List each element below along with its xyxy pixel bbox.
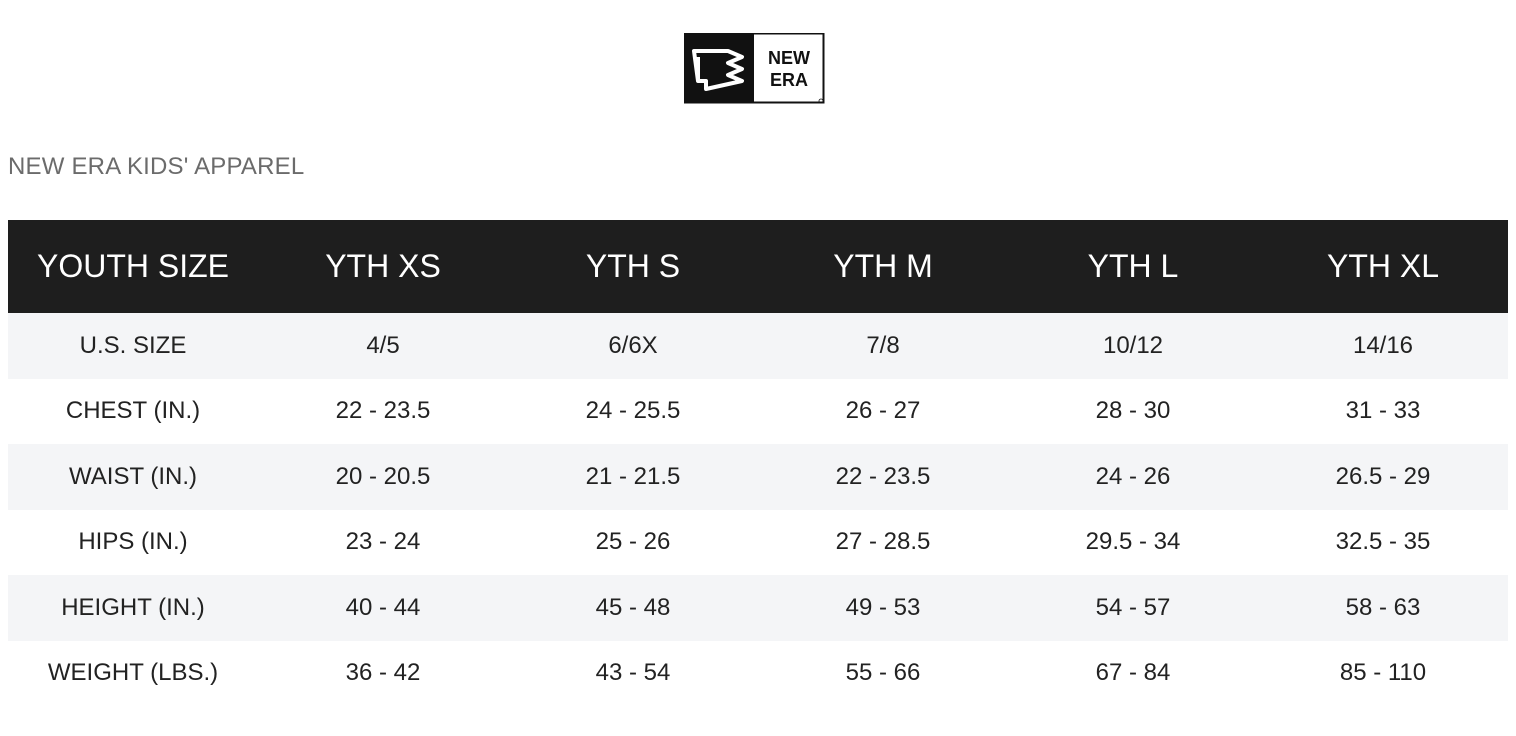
new-era-logo: NEW ERA [684,33,826,105]
table-row: HIPS (IN.) 23 - 24 25 - 26 27 - 28.5 29.… [8,509,1508,575]
header-youth-size: YOUTH SIZE [36,248,229,284]
table-cell: 26 - 27 [845,397,921,425]
table-cell: 23 - 24 [345,528,421,556]
header-yth-xs: YTH XS [325,248,441,284]
size-chart-table: YOUTH SIZE YTH XS YTH S YTH M YTH L YTH … [8,220,1508,706]
header-yth-xl: YTH XL [1326,248,1440,284]
table-cell: 43 - 54 [595,659,671,687]
table-cell: 45 - 48 [595,593,671,621]
table-row: WEIGHT (LBS.) 36 - 42 43 - 54 55 - 66 67… [8,640,1508,706]
table-cell: 24 - 26 [1095,462,1171,490]
table-cell: 36 - 42 [345,659,421,687]
table-cell: 10/12 [1102,331,1164,359]
row-label: WAIST (IN.) [69,462,197,490]
logo-text-new: NEW [768,48,810,68]
header-yth-s: YTH S [585,248,681,284]
table-cell: 55 - 66 [845,659,921,687]
table-cell: 54 - 57 [1095,593,1171,621]
row-label: HEIGHT (IN.) [61,593,205,621]
row-label: CHEST (IN.) [65,397,201,425]
header-yth-l: YTH L [1087,248,1179,284]
table-cell: 85 - 110 [1339,659,1427,687]
table-cell: 24 - 25.5 [585,397,681,425]
table-cell: 22 - 23.5 [335,397,431,425]
table-row: HEIGHT (IN.) 40 - 44 45 - 48 49 - 53 54 … [8,575,1508,641]
row-label: HIPS (IN.) [78,528,188,556]
table-cell: 32.5 - 35 [1335,528,1431,556]
table-cell: 25 - 26 [595,528,671,556]
row-label: WEIGHT (LBS.) [47,659,219,687]
table-cell: 6/6X [608,331,658,359]
table-row: WAIST (IN.) 20 - 20.5 21 - 21.5 22 - 23.… [8,444,1508,510]
table-cell: 26.5 - 29 [1335,462,1431,490]
table-cell: 22 - 23.5 [835,462,931,490]
new-era-logo-icon: NEW ERA [684,33,825,104]
table-cell: 29.5 - 34 [1085,528,1181,556]
table-cell: 7/8 [866,331,900,359]
row-label: U.S. SIZE [79,331,187,359]
table-cell: 67 - 84 [1095,659,1171,687]
table-cell: 14/16 [1352,331,1414,359]
table-cell: 40 - 44 [345,593,421,621]
section-title: NEW ERA KIDS' APPAREL [8,153,305,180]
table-cell: 21 - 21.5 [585,462,681,490]
table-cell: 4/5 [366,331,400,359]
header-yth-m: YTH M [833,248,933,284]
table-cell: 27 - 28.5 [835,528,931,556]
table-row: CHEST (IN.) 22 - 23.5 24 - 25.5 26 - 27 … [8,378,1508,444]
table-cell: 20 - 20.5 [335,462,431,490]
table-header-row: YOUTH SIZE YTH XS YTH S YTH M YTH L YTH … [8,220,1508,313]
table-cell: 49 - 53 [845,593,921,621]
table-row: U.S. SIZE 4/5 6/6X 7/8 10/12 14/16 [8,313,1508,379]
table-cell: 31 - 33 [1345,397,1421,425]
logo-text-era: ERA [770,70,808,90]
table-cell: 28 - 30 [1095,397,1171,425]
table-cell: 58 - 63 [1345,593,1421,621]
